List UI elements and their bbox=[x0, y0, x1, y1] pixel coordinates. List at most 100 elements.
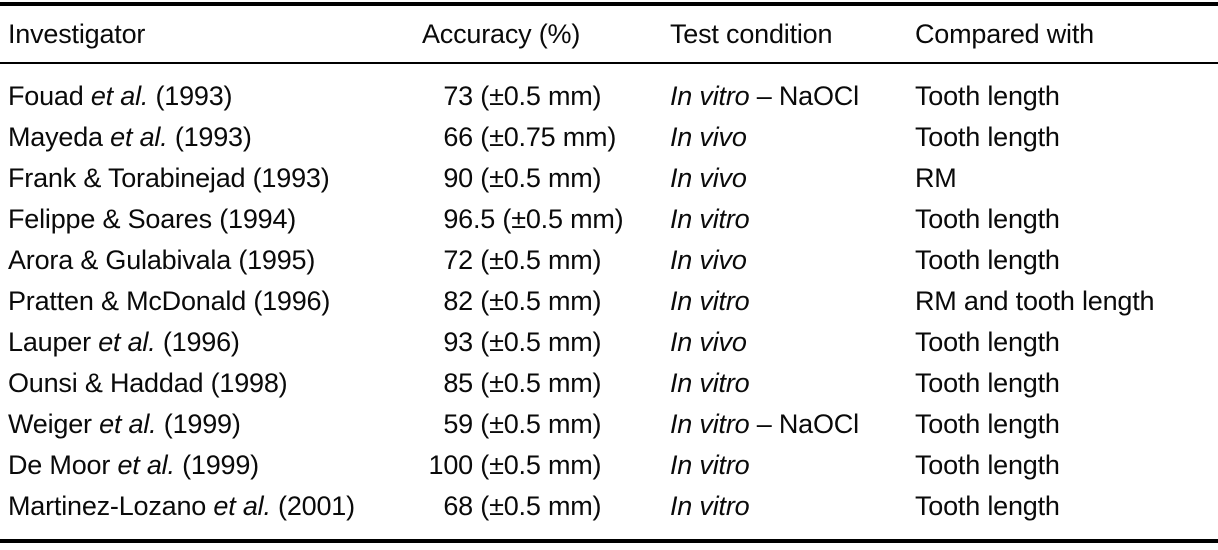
compared-cell: Tooth length bbox=[915, 368, 1060, 398]
investigator-text: (1993) bbox=[148, 81, 233, 111]
compared-cell: Tooth length bbox=[915, 327, 1060, 357]
investigator-cell: Lauper et al. (1996) bbox=[0, 322, 422, 363]
accuracy-tolerance: (±0.5 mm) bbox=[473, 286, 602, 316]
table-body: Fouad et al. (1993) 73 (±0.5 mm) In vitro … bbox=[0, 63, 1218, 541]
accuracy-int: 59 bbox=[443, 409, 473, 439]
investigator-cell: Frank & Torabinejad (1993) bbox=[0, 158, 422, 199]
accuracy-int: 68 bbox=[443, 491, 473, 521]
accuracy-tolerance: (±0.5 mm) bbox=[473, 81, 602, 111]
compared-cell: Tooth length bbox=[915, 245, 1060, 275]
accuracy-tolerance: (±0.5 mm) bbox=[473, 245, 602, 275]
condition-italic: In vitro bbox=[670, 409, 750, 439]
condition-cell: In vitro bbox=[664, 281, 912, 322]
compared-cell: Tooth length bbox=[915, 450, 1060, 480]
accuracy-cell: 85 (±0.5 mm) bbox=[422, 363, 664, 404]
accuracy-cell: 82 (±0.5 mm) bbox=[422, 281, 664, 322]
condition-italic: In vivo bbox=[670, 163, 747, 193]
header-row: Investigator Accuracy (%) Test condition… bbox=[0, 4, 1218, 64]
accuracy-cell: 100 (±0.5 mm) bbox=[422, 445, 664, 486]
accuracy-cell: 90 (±0.5 mm) bbox=[422, 158, 664, 199]
accuracy-tolerance: (±0.5 mm) bbox=[473, 163, 602, 193]
condition-cell: In vitro bbox=[664, 199, 912, 240]
condition-cell: In vivo bbox=[664, 117, 912, 158]
condition-italic: In vitro bbox=[670, 286, 750, 316]
condition-cell: In vivo bbox=[664, 240, 912, 281]
et-al-italic: et al. bbox=[98, 327, 156, 357]
accuracy-tolerance: (±0.5 mm) bbox=[473, 450, 602, 480]
investigator-text: Frank & Torabinejad (1993) bbox=[8, 163, 330, 193]
accuracy-cell: 66 (±0.75 mm) bbox=[422, 117, 664, 158]
compared-cell: RM and tooth length bbox=[915, 286, 1155, 316]
accuracy-int: 72 bbox=[443, 245, 473, 275]
investigator-text: Ounsi & Haddad (1998) bbox=[8, 368, 288, 398]
table-row: Arora & Gulabivala (1995) 72 (±0.5 mm) In … bbox=[0, 240, 1218, 281]
table-row: Weiger et al. (1999) 59 (±0.5 mm) In vitro… bbox=[0, 404, 1218, 445]
investigator-text: Pratten & McDonald (1996) bbox=[8, 286, 331, 316]
accuracy-frac: .5 bbox=[473, 204, 496, 234]
condition-italic: In vivo bbox=[670, 122, 747, 152]
accuracy-tolerance: (±0.5 mm) bbox=[495, 204, 624, 234]
compared-cell: Tooth length bbox=[915, 409, 1060, 439]
condition-cell: In vitro – NaOCl bbox=[664, 63, 912, 117]
condition-text: – NaOCl bbox=[749, 409, 859, 439]
table-row: Ounsi & Haddad (1998) 85 (±0.5 mm) In vitr… bbox=[0, 363, 1218, 404]
investigator-text: Lauper bbox=[8, 327, 99, 357]
accuracy-int: 82 bbox=[443, 286, 473, 316]
investigator-cell: Martinez-Lozano et al. (2001) bbox=[0, 486, 422, 541]
investigator-cell: Pratten & McDonald (1996) bbox=[0, 281, 422, 322]
accuracy-tolerance: (±0.5 mm) bbox=[473, 368, 602, 398]
accuracy-cell: 68 (±0.5 mm) bbox=[422, 486, 664, 541]
condition-italic: In vitro bbox=[670, 204, 750, 234]
compared-cell: Tooth length bbox=[915, 122, 1060, 152]
investigator-text: De Moor bbox=[8, 450, 118, 480]
condition-cell: In vitro – NaOCl bbox=[664, 404, 912, 445]
condition-cell: In vivo bbox=[664, 158, 912, 199]
accuracy-int: 73 bbox=[443, 81, 473, 111]
investigator-text: Felippe & Soares (1994) bbox=[8, 204, 297, 234]
investigator-text: Weiger bbox=[8, 409, 100, 439]
investigator-cell: Ounsi & Haddad (1998) bbox=[0, 363, 422, 404]
investigator-cell: Weiger et al. (1999) bbox=[0, 404, 422, 445]
compared-cell: RM bbox=[915, 163, 957, 193]
col-header-investigator: Investigator bbox=[0, 4, 422, 64]
accuracy-int: 66 bbox=[443, 122, 473, 152]
accuracy-int: 93 bbox=[443, 327, 473, 357]
investigator-text: (1993) bbox=[167, 122, 252, 152]
condition-italic: In vitro bbox=[670, 450, 750, 480]
table-row: Frank & Torabinejad (1993) 90 (±0.5 mm) In… bbox=[0, 158, 1218, 199]
compared-cell: Tooth length bbox=[915, 491, 1060, 521]
investigator-text: (1996) bbox=[155, 327, 240, 357]
table-row: Martinez-Lozano et al. (2001) 68 (±0.5 mm… bbox=[0, 486, 1218, 541]
investigator-cell: Mayeda et al. (1993) bbox=[0, 117, 422, 158]
investigator-text: Mayeda bbox=[8, 122, 111, 152]
investigator-text: Arora & Gulabivala (1995) bbox=[8, 245, 316, 275]
investigator-text: (1999) bbox=[156, 409, 241, 439]
accuracy-tolerance: (±0.5 mm) bbox=[473, 491, 602, 521]
table-row: Lauper et al. (1996) 93 (±0.5 mm) In vivo T… bbox=[0, 322, 1218, 363]
et-al-italic: et al. bbox=[90, 81, 149, 111]
accuracy-tolerance: (±0.5 mm) bbox=[473, 409, 602, 439]
accuracy-cell: 96.5 (±0.5 mm) bbox=[422, 199, 664, 240]
accuracy-tolerance: (±0.75 mm) bbox=[473, 122, 617, 152]
col-header-test-condition: Test condition bbox=[664, 4, 912, 64]
investigator-text: Martinez-Lozano bbox=[8, 491, 214, 521]
condition-cell: In vitro bbox=[664, 445, 912, 486]
accuracy-cell: 59 (±0.5 mm) bbox=[422, 404, 664, 445]
investigator-text: (1999) bbox=[174, 450, 259, 480]
condition-cell: In vivo bbox=[664, 322, 912, 363]
investigator-cell: Arora & Gulabivala (1995) bbox=[0, 240, 422, 281]
condition-text: – NaOCl bbox=[749, 81, 859, 111]
table-row: De Moor et al. (1999) 100 (±0.5 mm) In vit… bbox=[0, 445, 1218, 486]
accuracy-int: 85 bbox=[443, 368, 473, 398]
col-header-accuracy: Accuracy (%) bbox=[422, 4, 664, 64]
table-row: Pratten & McDonald (1996) 82 (±0.5 mm) In … bbox=[0, 281, 1218, 322]
condition-italic: In vitro bbox=[670, 81, 750, 111]
condition-italic: In vitro bbox=[670, 368, 750, 398]
condition-cell: In vitro bbox=[664, 486, 912, 541]
accuracy-int: 100 bbox=[428, 450, 474, 480]
condition-italic: In vivo bbox=[670, 327, 747, 357]
table-row: Felippe & Soares (1994) 96.5 (±0.5 mm) In … bbox=[0, 199, 1218, 240]
condition-italic: In vitro bbox=[670, 491, 750, 521]
investigator-text: Fouad bbox=[8, 81, 91, 111]
